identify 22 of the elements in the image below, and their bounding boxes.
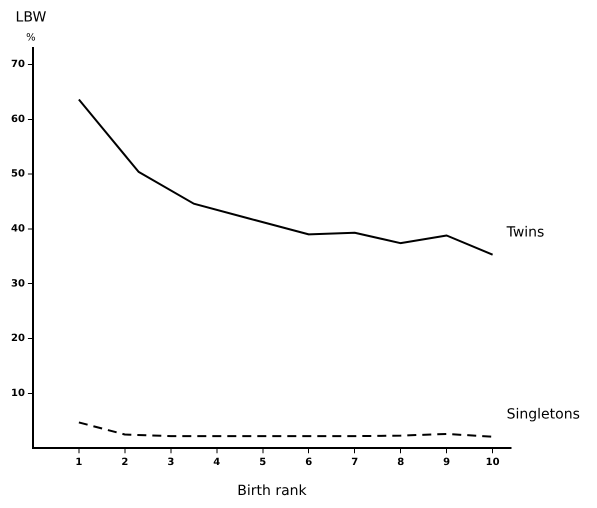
x-tick-label: 10 [486,456,500,468]
y-tick-label: 60 [10,114,25,125]
y-tick-label: 10 [10,388,25,399]
y-tick-label: 70 [10,59,25,70]
line-series [78,421,494,438]
y-tick-label: 50 [10,168,25,180]
x-tick-label: 7 [351,456,358,468]
y-tick-label: 30 [10,278,25,290]
x-tick-label: 5 [259,456,266,468]
series-label: Twins [506,224,544,240]
x-tick-label: 4 [213,456,220,468]
series-label: Singletons [506,406,580,422]
x-axis-title: Birth rank [237,483,308,500]
x-tick-label: 9 [443,456,450,468]
x-tick-label: 3 [167,456,174,468]
y-tick-label: 20 [10,333,25,344]
y-tick-label: 40 [10,224,25,235]
x-tick-label: 6 [305,456,312,468]
x-tick-label: 8 [397,456,404,468]
x-tick-label: 1 [75,456,82,468]
x-tick-label: 2 [121,456,128,468]
y-axis-title: LBW % [16,10,46,44]
